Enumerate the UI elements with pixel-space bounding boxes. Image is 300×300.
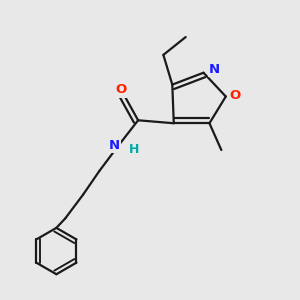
Text: O: O	[115, 83, 127, 97]
Text: N: N	[109, 139, 120, 152]
Text: N: N	[208, 63, 220, 76]
Text: H: H	[128, 143, 139, 156]
Text: O: O	[230, 89, 241, 102]
